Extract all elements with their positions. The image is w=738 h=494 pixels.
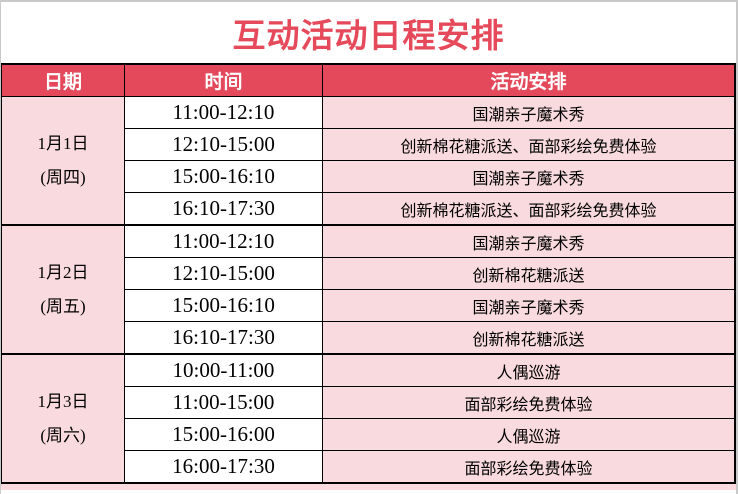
schedule-row: 16:10-17:30 创新棉花糖派送 (2, 321, 736, 355)
time-cell: 15:00-16:00 (124, 418, 323, 451)
date-label: 1月1日 (37, 133, 89, 153)
date-cell: 1月1日 (周四) (1, 96, 125, 226)
time-cell: 11:00-12:10 (124, 224, 323, 258)
col-header-activity: 活动安排 (322, 63, 736, 97)
col-header-date: 日期 (1, 63, 125, 97)
schedule-row: 1月3日 (周六) 10:00-11:00 人偶巡游 (1, 353, 736, 484)
time-cell: 12:10-15:00 (124, 128, 323, 161)
time-cell: 16:10-17:30 (124, 192, 323, 226)
time-cell: 11:00-15:00 (124, 386, 323, 419)
schedule-row: 15:00-16:10 国潮亲子魔术秀 (2, 160, 736, 193)
activity-cell: 国潮亲子魔术秀 (322, 160, 736, 193)
time-cell: 15:00-16:10 (124, 289, 323, 322)
schedule-row: 16:10-17:30 创新棉花糖派送、面部彩绘免费体验 (2, 192, 736, 226)
bottom-edge-strip (1, 484, 736, 490)
schedule-row: 16:00-17:30 面部彩绘免费体验 (2, 450, 736, 484)
activity-cell: 国潮亲子魔术秀 (322, 289, 736, 322)
date-cell: 1月2日 (周五) (1, 224, 125, 355)
date-cell: 1月3日 (周六) (1, 353, 125, 484)
schedule-table: 日期 时间 活动安排 1月1日 (周四) 11:00-12:10 国潮亲子魔术秀 12:… (1, 63, 736, 484)
date-label: 1月3日 (37, 391, 89, 411)
schedule-row: 15:00-16:00 人偶巡游 (2, 418, 736, 451)
schedule-row: 15:00-16:10 国潮亲子魔术秀 (2, 289, 736, 322)
activity-cell: 面部彩绘免费体验 (322, 386, 736, 419)
date-label: 1月2日 (37, 262, 89, 282)
schedule-row: 1月1日 (周四) 11:00-12:10 国潮亲子魔术秀 (1, 96, 736, 226)
time-cell: 11:00-12:10 (124, 96, 323, 129)
schedule-row: 11:00-15:00 面部彩绘免费体验 (2, 386, 736, 419)
time-cell: 10:00-11:00 (124, 353, 323, 387)
header-row: 日期 时间 活动安排 (1, 63, 736, 97)
activity-cell: 国潮亲子魔术秀 (322, 224, 736, 258)
activity-cell: 创新棉花糖派送、面部彩绘免费体验 (322, 128, 736, 161)
activity-cell: 创新棉花糖派送 (322, 321, 736, 355)
activity-cell: 人偶巡游 (322, 418, 736, 451)
time-cell: 15:00-16:10 (124, 160, 323, 193)
weekday-label: (周四) (40, 167, 86, 187)
activity-cell: 创新棉花糖派送 (322, 257, 736, 290)
activity-cell: 国潮亲子魔术秀 (322, 96, 736, 129)
activity-cell: 创新棉花糖派送、面部彩绘免费体验 (322, 192, 736, 226)
weekday-label: (周六) (40, 425, 86, 445)
time-cell: 16:00-17:30 (124, 450, 323, 484)
page-title: 互动活动日程安排 (232, 16, 505, 54)
activity-cell: 面部彩绘免费体验 (322, 450, 736, 484)
schedule-row: 1月2日 (周五) 11:00-12:10 国潮亲子魔术秀 (1, 224, 736, 355)
schedule-body: 1月1日 (周四) 11:00-12:10 国潮亲子魔术秀 12:10-15:00 创新棉… (1, 96, 736, 484)
schedule-row: 12:10-15:00 创新棉花糖派送 (2, 257, 736, 290)
time-cell: 16:10-17:30 (124, 321, 323, 355)
weekday-label: (周五) (40, 296, 86, 316)
col-header-time: 时间 (124, 63, 323, 97)
schedule-row: 12:10-15:00 创新棉花糖派送、面部彩绘免费体验 (2, 128, 736, 161)
time-cell: 12:10-15:00 (124, 257, 323, 290)
activity-cell: 人偶巡游 (322, 353, 736, 387)
